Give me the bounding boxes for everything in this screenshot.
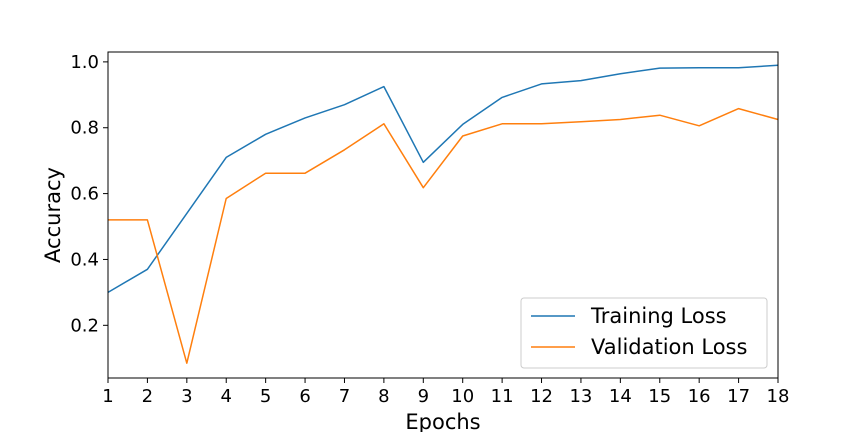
legend: Training Loss Validation Loss [520,297,768,369]
x-tick-label: 9 [418,386,429,407]
y-axis-label: Accuracy [41,167,65,263]
x-tick-label: 6 [299,386,310,407]
series-line-training-loss [107,64,779,294]
y-tick-label: 0.4 [70,249,99,270]
y-axis: 0.2 0.4 0.6 0.8 1.0 [70,52,108,336]
x-tick-label: 3 [181,386,192,407]
x-tick-label: 7 [339,386,350,407]
x-tick-label: 15 [648,386,671,407]
y-tick-label: 1.0 [70,52,99,73]
x-tick-label: 14 [609,386,632,407]
legend-label-training-loss: Training Loss [590,304,727,328]
x-tick-label: 4 [221,386,232,407]
x-axis-label: Epochs [405,410,480,432]
x-tick-label: 13 [569,386,592,407]
x-tick-label: 8 [378,386,389,407]
series-layer [107,64,779,364]
x-tick-label: 18 [767,386,790,407]
y-tick-label: 0.2 [70,315,99,336]
x-axis: 1 2 3 4 5 6 7 8 9 10 11 12 13 14 15 16 17 18 [102,378,789,407]
x-tick-label: 5 [260,386,271,407]
series-line-validation-loss [108,107,779,364]
x-tick-label: 10 [451,386,474,407]
x-tick-label: 12 [530,386,553,407]
y-tick-label: 0.6 [70,184,99,205]
x-tick-label: 17 [727,386,750,407]
x-tick-label: 2 [142,386,153,407]
x-tick-label: 11 [491,386,514,407]
y-tick-label: 0.8 [70,118,99,139]
plot-frame [107,51,779,379]
x-tick-label: 1 [102,386,113,407]
legend-label-validation-loss: Validation Loss [591,335,747,359]
legend-box [520,297,768,369]
x-tick-label: 16 [688,386,711,407]
